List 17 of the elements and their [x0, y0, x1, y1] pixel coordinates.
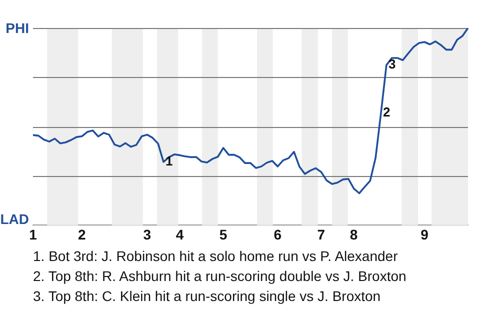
- x-tick-label: 5: [219, 226, 228, 242]
- text: 1. Bot 3rd: J. Robinson hit a solo home run vs P. Alexander: [33, 247, 399, 266]
- text: PHI: [6, 20, 29, 36]
- annotation: 3: [388, 56, 396, 72]
- annotation: 1: [166, 153, 173, 168]
- text: LAD: [0, 211, 29, 228]
- x-tick-label: 1: [29, 226, 38, 242]
- x-tick-label: 3: [143, 226, 152, 242]
- x-tick-label: 8: [350, 226, 358, 242]
- text: 3. Top 8th: C. Klein hit a run-scoring single vs J. Broxton: [33, 287, 382, 306]
- x-tick-label: 6: [274, 226, 282, 242]
- x-tick-label: 9: [420, 226, 429, 242]
- x-tick-label: 7: [317, 226, 326, 242]
- x-tick-label: 2: [78, 226, 86, 242]
- text: 2. Top 8th: R. Ashburn hit a run-scoring double vs J. Broxton: [33, 267, 408, 286]
- annotation: 2: [383, 104, 390, 120]
- x-tick-label: 4: [176, 226, 184, 242]
